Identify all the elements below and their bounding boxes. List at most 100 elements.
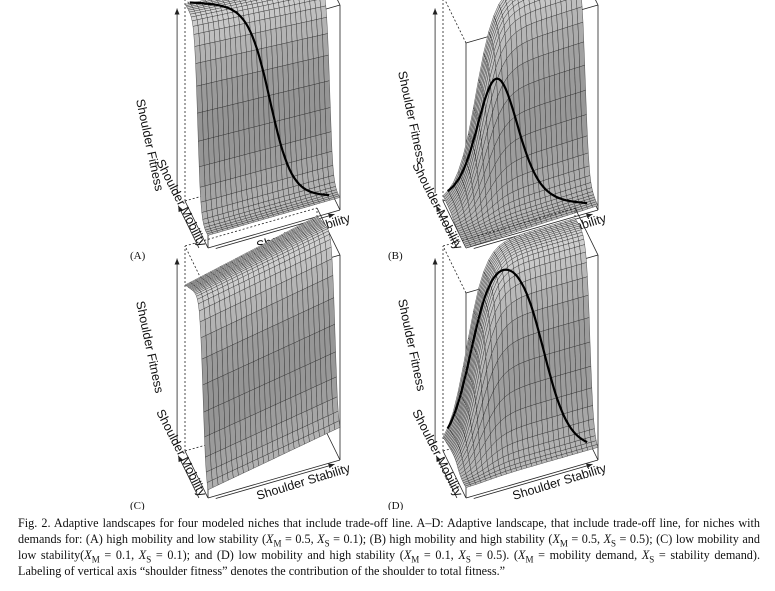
surface-facet xyxy=(577,21,584,44)
panel-c-fitness-surface xyxy=(184,215,341,491)
surface-facet xyxy=(326,150,334,168)
surface-facet xyxy=(330,351,337,380)
surface-facet xyxy=(291,40,299,64)
surface-facet xyxy=(587,405,594,421)
surface-facet xyxy=(583,294,590,320)
surface-facet xyxy=(318,302,325,332)
surface-facet xyxy=(328,297,335,327)
surface-facet xyxy=(327,275,334,301)
surface-facet xyxy=(584,341,592,368)
z-axis-arrow-head xyxy=(174,258,180,265)
surface-facet xyxy=(308,84,316,113)
surface-facet xyxy=(223,400,230,429)
surface-facet xyxy=(314,331,321,362)
surface-facet xyxy=(521,155,528,176)
surface-facet xyxy=(536,19,543,38)
surface-facet xyxy=(304,112,311,139)
panel-a-label: (A) xyxy=(130,250,146,262)
box-edge xyxy=(444,0,467,44)
surface-facet xyxy=(248,361,255,392)
surface-facet xyxy=(289,370,296,398)
surface-facet xyxy=(570,254,577,268)
panel-d-fitness-surface xyxy=(442,218,599,488)
surface-facet xyxy=(576,390,583,411)
panel-b-trade-off-line xyxy=(446,77,588,205)
surface-facet xyxy=(321,260,328,281)
surface-facet xyxy=(259,149,267,171)
surface-facet xyxy=(231,192,238,205)
surface-facet xyxy=(588,418,595,431)
surface-facet xyxy=(581,114,588,138)
surface-facet xyxy=(591,444,599,450)
surface-facet xyxy=(331,376,338,400)
panel-d: Shoulder Fitness Shoulder Mobility Shoul… xyxy=(388,207,609,510)
surface-facet xyxy=(263,95,270,125)
surface-facet xyxy=(204,42,211,62)
surface-facet xyxy=(316,18,323,37)
panel-b-label: (B) xyxy=(388,250,403,262)
surface-facet xyxy=(197,111,204,142)
surface-facet xyxy=(253,11,260,22)
surface-facet xyxy=(242,100,250,130)
surface-facet xyxy=(306,408,313,426)
surface-facet xyxy=(276,179,284,192)
surface-facet xyxy=(551,415,559,431)
surface-facet xyxy=(572,409,579,425)
y-axis-arrow-head xyxy=(436,455,442,463)
y-axis-arrow-head xyxy=(178,455,184,463)
x-axis-arrow xyxy=(473,463,593,499)
panel-c-x-axis-label: Shoulder Stability xyxy=(255,461,353,503)
surface-facet xyxy=(583,152,590,168)
surface-facet xyxy=(560,0,567,14)
surface-facet xyxy=(321,152,328,169)
box-edge xyxy=(442,207,576,247)
panel-c-z-axis-label: Shoulder Fitness xyxy=(133,300,166,395)
panel-d-label: (D) xyxy=(388,500,404,510)
surface-facet xyxy=(203,409,210,438)
surface-facet xyxy=(549,260,557,274)
panel-b-bounding-box xyxy=(432,0,599,249)
surface-facet xyxy=(570,93,577,120)
surface-facet xyxy=(233,16,240,26)
figure-caption: Fig. 2. Adaptive landscapes for four mod… xyxy=(18,516,761,578)
y-axis-arrow xyxy=(177,455,200,499)
box-edge xyxy=(574,207,599,256)
surface-facet xyxy=(314,0,321,9)
surface-facet xyxy=(299,2,306,12)
surface-facet xyxy=(244,415,252,439)
surface-facet xyxy=(585,365,592,390)
box-edge xyxy=(442,450,467,499)
surface-facet xyxy=(325,131,333,153)
surface-facet xyxy=(583,317,591,344)
surface-facet xyxy=(566,280,574,302)
surface-facet xyxy=(229,25,236,39)
surface-facet xyxy=(326,258,334,279)
surface-facet xyxy=(566,140,574,160)
surface-facet xyxy=(534,380,542,405)
surface-facet xyxy=(557,28,564,51)
surface-facet xyxy=(324,80,331,110)
surface-facet xyxy=(574,66,581,94)
surface-facet xyxy=(312,35,319,59)
surface-facet xyxy=(565,0,573,12)
figure-adaptive-landscapes: Shoulder Fitness Shoulder Mobility Shoul… xyxy=(130,0,609,510)
surface-facet xyxy=(528,81,535,110)
surface-facet xyxy=(545,125,552,150)
surface-facet xyxy=(214,161,221,184)
surface-facet xyxy=(210,330,218,355)
surface-facet xyxy=(293,340,301,371)
surface-facet xyxy=(542,306,549,332)
surface-facet xyxy=(579,343,586,370)
surface-facet xyxy=(581,262,588,279)
surface-facet xyxy=(576,6,584,25)
surface-facet xyxy=(562,159,569,175)
x-axis-arrow-head xyxy=(328,213,335,219)
surface-facet xyxy=(322,33,329,57)
surface-facet xyxy=(580,89,587,117)
surface-facet xyxy=(527,436,534,449)
box-edge xyxy=(442,245,467,294)
surface-facet xyxy=(297,289,304,315)
surface-facet xyxy=(591,203,599,208)
surface-facet xyxy=(559,349,566,376)
surface-facet xyxy=(506,430,513,446)
